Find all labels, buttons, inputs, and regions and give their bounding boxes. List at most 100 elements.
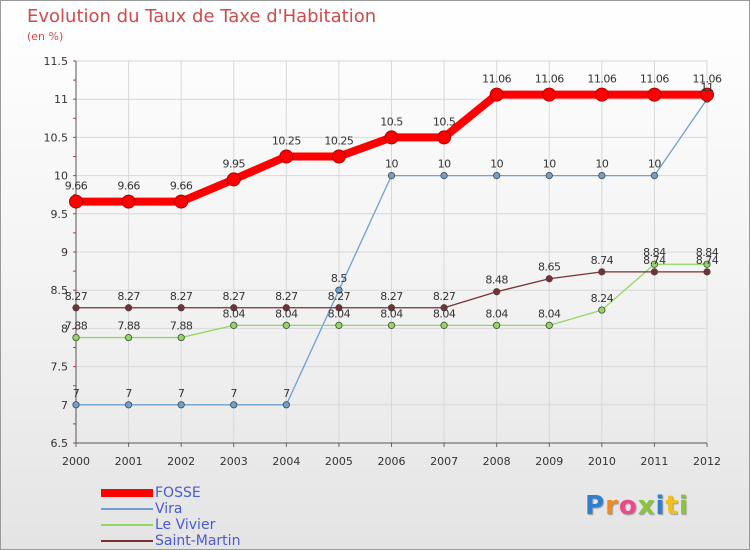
data-label: 8.27 [170,290,193,303]
data-label: 8.5 [331,272,347,285]
data-label: 11.06 [535,73,564,86]
data-label: 10 [385,158,398,171]
data-point [230,321,238,329]
data-label: 8.27 [380,290,403,303]
data-label: 8.04 [328,307,351,320]
data-label: 10.25 [324,135,353,148]
legend-item-vira: Vira [101,501,321,517]
data-label: 10 [490,158,503,171]
data-label: 8.04 [275,307,298,320]
x-tick-label: 2006 [378,455,406,468]
legend-item-saint-martin: Saint-Martin [101,533,321,549]
data-label: 8.27 [117,290,140,303]
x-tick-label: 2001 [115,455,143,468]
data-point [703,268,711,276]
data-label: 7.88 [65,320,88,333]
data-label: 8.27 [433,290,456,303]
data-label: 11.06 [587,73,616,86]
data-label: 11.06 [693,73,722,86]
data-point [177,333,185,342]
data-label: 8.84 [696,246,719,259]
data-point [598,268,606,276]
data-label: 7 [125,387,132,400]
data-point [489,87,504,102]
y-tick-label: 8.5 [51,284,69,297]
y-tick-label: 7.5 [51,361,69,374]
legend: FOSSE Vira Le Vivier Saint-Martin [101,485,321,549]
y-tick-label: 9.5 [51,208,69,221]
logo-letter: i [655,491,666,521]
data-label: 9.66 [65,180,88,193]
data-label: 7.88 [170,320,193,333]
data-point [335,304,343,312]
legend-label: Saint-Martin [155,533,241,549]
legend-swatch [101,489,153,497]
data-point [335,286,343,294]
x-tick-label: 2011 [640,455,668,468]
x-tick-label: 2005 [325,455,353,468]
data-point [387,304,396,312]
data-point [440,321,448,329]
data-label: 10 [438,158,451,171]
data-point [384,130,399,145]
data-point [650,172,659,180]
data-point [545,172,553,180]
y-tick-label: 10 [54,170,68,183]
data-label: 10 [543,158,556,171]
data-label: 10.5 [380,115,403,128]
data-label: 8.04 [433,307,456,320]
y-tick-label: 11 [54,93,68,106]
data-point [335,321,343,329]
x-tick-label: 2012 [693,455,721,468]
data-point [124,304,133,312]
data-point [174,194,189,209]
legend-item-fosse: FOSSE [101,485,321,501]
logo-letter: t [665,491,679,521]
data-point [493,172,501,180]
data-point [703,260,711,268]
data-point [72,304,80,312]
x-tick-label: 2010 [588,455,616,468]
data-label: 10 [595,158,608,171]
data-label: 7 [231,387,238,400]
data-point [331,149,346,164]
logo-letter: r [605,491,619,521]
logo-letter: x [637,491,656,521]
data-label: 9.66 [170,180,193,193]
legend-label: Vira [155,501,183,517]
data-point [282,321,290,329]
data-point [124,333,133,342]
x-tick-label: 2004 [272,455,300,468]
data-point [440,172,448,180]
data-label: 10.5 [433,115,456,128]
data-label: 8.84 [643,246,666,259]
data-label: 8.74 [591,254,614,267]
x-tick-label: 2007 [430,455,458,468]
data-point [647,87,662,102]
y-tick-label: 8 [61,322,68,335]
data-label: 7 [283,387,290,400]
data-point [279,149,294,164]
data-label: 8.65 [538,261,561,274]
data-point [121,194,136,209]
x-tick-label: 2000 [62,455,90,468]
legend-label: FOSSE [155,485,201,501]
y-tick-label: 10.5 [44,131,69,144]
legend-item-le-vivier: Le Vivier [101,517,321,533]
data-label: 8.74 [696,254,719,267]
data-point [545,321,553,329]
legend-swatch [101,540,153,542]
data-label: 8.27 [328,290,351,303]
logo-letter: i [678,491,689,521]
y-tick-label: 7 [61,399,68,412]
data-label: 8.04 [485,307,508,320]
proxiti-logo: Proxiti [585,491,689,521]
y-tick-label: 9 [61,246,68,259]
data-point [598,306,606,314]
x-tick-label: 2002 [167,455,195,468]
data-point [594,87,609,102]
data-point [177,401,185,409]
y-tick-label: 6.5 [51,437,69,450]
data-point [650,260,659,268]
